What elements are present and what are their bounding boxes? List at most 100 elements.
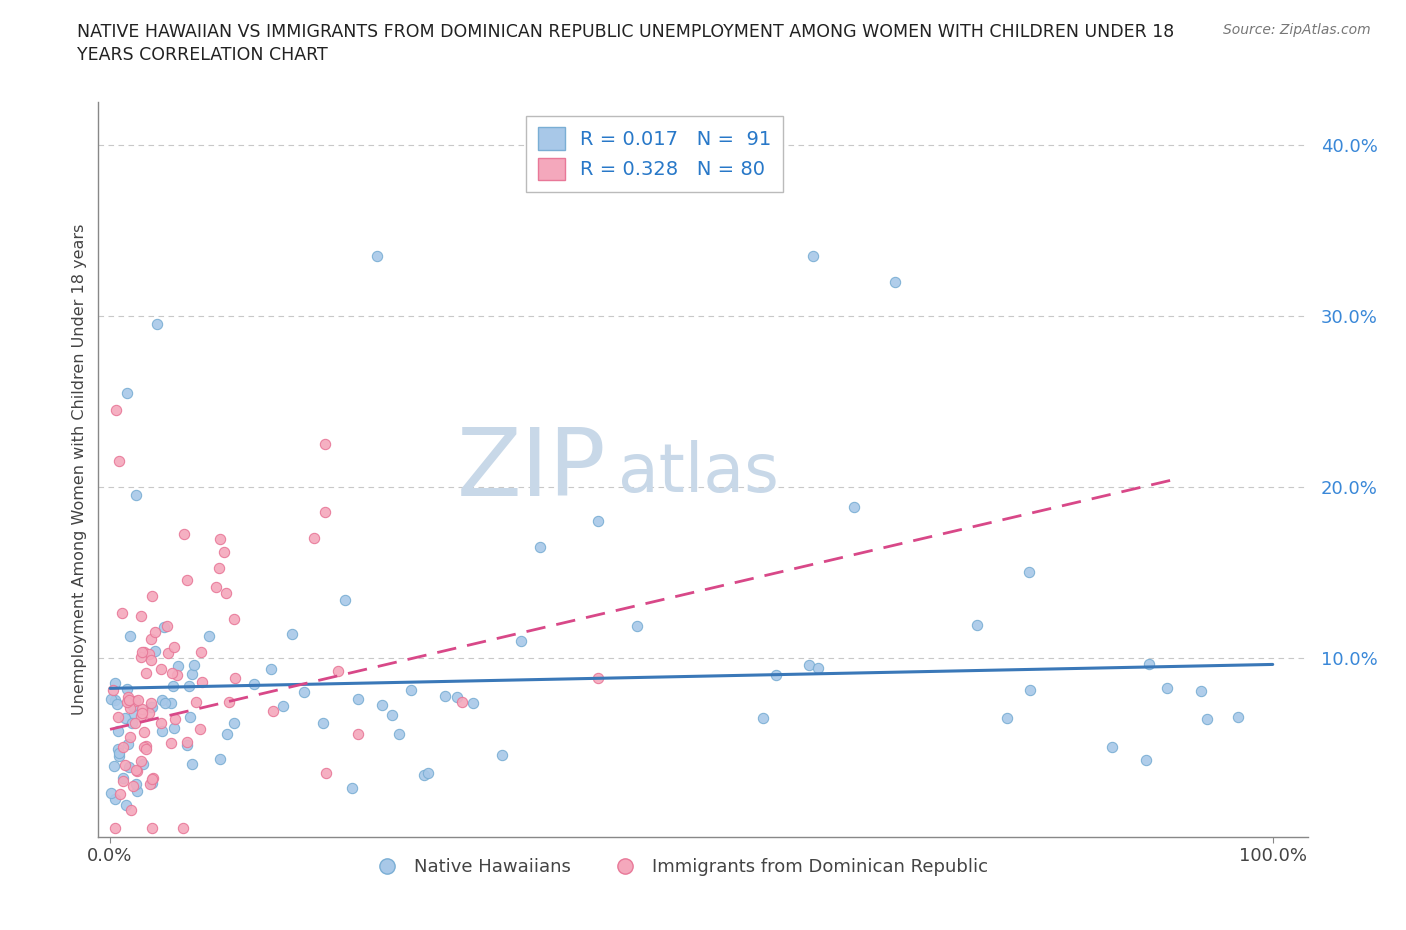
Point: [114, 758, 136, 773]
Point: [966, 618, 988, 632]
Point: [302, 530, 325, 545]
Point: [141, 696, 163, 711]
Point: [176, 737, 198, 752]
Point: [112, 774, 135, 789]
Point: [626, 619, 648, 634]
Point: [141, 772, 163, 787]
Point: [162, 666, 184, 681]
Point: [451, 695, 474, 710]
Point: [212, 545, 235, 560]
Point: [124, 716, 146, 731]
Point: [434, 688, 457, 703]
Point: [172, 821, 194, 836]
Point: [120, 628, 142, 643]
Point: [1226, 710, 1249, 724]
Point: [108, 746, 131, 761]
Point: [131, 705, 153, 720]
Point: [120, 803, 142, 817]
Point: [166, 668, 188, 683]
Point: [176, 573, 198, 588]
Point: [281, 627, 304, 642]
Text: NATIVE HAWAIIAN VS IMMIGRANTS FROM DOMINICAN REPUBLIC UNEMPLOYMENT AMONG WOMEN W: NATIVE HAWAIIAN VS IMMIGRANTS FROM DOMIN…: [77, 23, 1174, 41]
Point: [224, 715, 246, 730]
Point: [101, 683, 124, 698]
Point: [117, 689, 139, 704]
Point: [163, 640, 186, 655]
Point: [138, 646, 160, 661]
Point: [141, 589, 163, 604]
Point: [765, 667, 787, 682]
Point: [388, 727, 411, 742]
Point: [190, 644, 212, 659]
Point: [141, 776, 163, 790]
Point: [183, 658, 205, 672]
Point: [807, 661, 830, 676]
Point: [150, 715, 173, 730]
Point: [366, 248, 388, 263]
Point: [197, 629, 219, 644]
Point: [143, 624, 166, 639]
Point: [346, 726, 368, 741]
Point: [107, 742, 129, 757]
Legend: Native Hawaiians, Immigrants from Dominican Republic: Native Hawaiians, Immigrants from Domini…: [361, 851, 995, 884]
Point: [208, 561, 231, 576]
Point: [163, 711, 186, 726]
Point: [100, 692, 122, 707]
Point: [314, 436, 336, 451]
Point: [222, 612, 245, 627]
Point: [155, 696, 177, 711]
Point: [179, 709, 201, 724]
Point: [509, 633, 531, 648]
Point: [1195, 711, 1218, 726]
Point: [135, 666, 157, 681]
Point: [104, 403, 127, 418]
Point: [752, 711, 775, 726]
Point: [114, 711, 136, 725]
Point: [142, 770, 165, 785]
Point: [215, 586, 238, 601]
Point: [132, 644, 155, 659]
Point: [190, 674, 212, 689]
Point: [224, 671, 246, 685]
Point: [129, 650, 152, 665]
Point: [176, 735, 198, 750]
Point: [381, 708, 404, 723]
Y-axis label: Unemployment Among Women with Children Under 18 years: Unemployment Among Women with Children U…: [72, 224, 87, 715]
Point: [107, 749, 129, 764]
Point: [120, 730, 142, 745]
Point: [586, 671, 609, 685]
Point: [335, 592, 357, 607]
Point: [139, 652, 162, 667]
Point: [100, 786, 122, 801]
Text: atlas: atlas: [619, 440, 779, 506]
Point: [112, 770, 135, 785]
Point: [292, 684, 315, 699]
Point: [1019, 682, 1042, 697]
Point: [125, 763, 148, 777]
Point: [122, 778, 145, 793]
Point: [124, 707, 146, 722]
Point: [118, 700, 141, 715]
Point: [797, 658, 820, 672]
Point: [190, 722, 212, 737]
Point: [135, 741, 157, 756]
Point: [160, 736, 183, 751]
Point: [1135, 752, 1157, 767]
Point: [131, 645, 153, 660]
Point: [262, 704, 284, 719]
Point: [111, 605, 134, 620]
Point: [173, 526, 195, 541]
Point: [215, 727, 238, 742]
Point: [138, 706, 160, 721]
Point: [117, 737, 139, 751]
Point: [209, 751, 232, 766]
Point: [156, 645, 179, 660]
Point: [883, 274, 905, 289]
Point: [844, 499, 866, 514]
Point: [491, 748, 513, 763]
Point: [141, 631, 163, 646]
Point: [129, 709, 152, 724]
Point: [243, 676, 266, 691]
Point: [107, 724, 129, 739]
Point: [347, 692, 370, 707]
